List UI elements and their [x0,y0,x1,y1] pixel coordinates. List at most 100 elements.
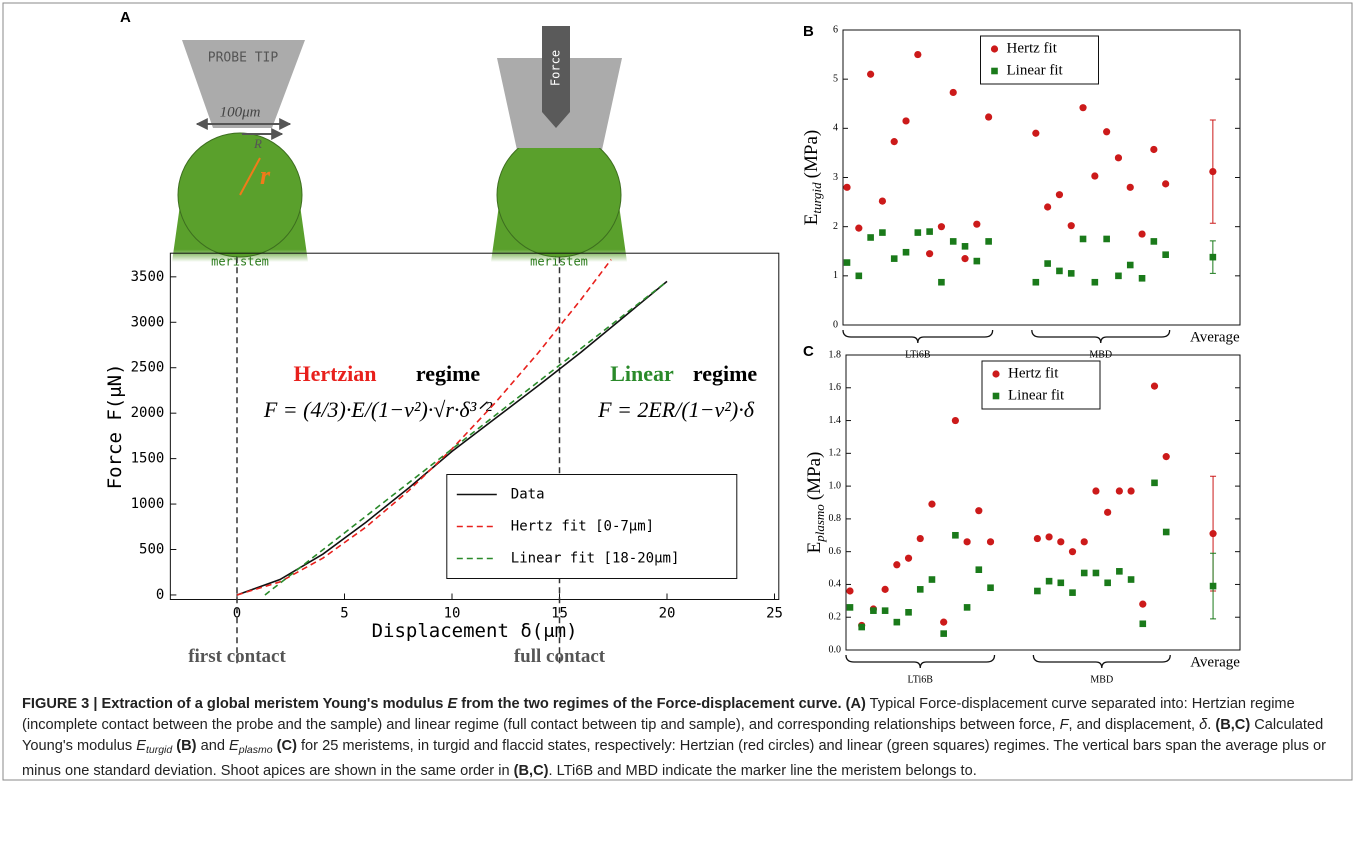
point [1044,203,1052,211]
point [949,88,957,97]
point [916,534,924,543]
average-label: Average [1190,329,1240,345]
point [975,566,983,573]
point [846,604,854,611]
caption: FIGURE 3 | Extraction of a global merist… [22,694,1340,782]
point [1151,479,1158,487]
point [1139,620,1147,628]
point [1080,569,1088,577]
point [1162,180,1170,188]
point [973,220,981,228]
legend-label: Hertz fit [1007,40,1058,56]
y-tick-label: 0.8 [829,513,842,524]
legend-label: Linear fit [1007,62,1064,78]
point [1033,534,1041,543]
y-label-sub: turgid [809,182,824,214]
hertz-formula: F = (4/3)·E/(1−ν²)·√r·δ³ᐟ² [263,397,493,422]
y-axis-label: Eplasmo (MPa) [804,452,827,554]
point [867,234,874,241]
point [1056,267,1063,275]
point [938,278,945,286]
point [905,609,912,616]
point [1115,487,1123,495]
point [1091,172,1099,180]
point [1127,487,1135,495]
legend-swatch [992,392,1000,400]
point [1150,238,1158,245]
x-tick-label: 25 [766,606,783,622]
point [928,576,936,583]
caption-text: FIGURE 3 | Extraction of a global merist… [22,696,448,712]
point [879,229,886,236]
caption-text: (A) [845,696,866,712]
y-label-symbol: E [801,214,822,226]
point [1150,145,1158,154]
caption-text: for 25 meristems, in turgid and flaccid … [22,738,1326,779]
caption-text: E [136,738,146,754]
x-tick-label: 5 [340,606,348,622]
y-tick-label: 1.4 [829,415,842,426]
point [1045,577,1053,585]
x-tick-label: 0 [233,606,241,622]
caption-text: Calculated Young's modulus [22,717,1324,754]
point [881,607,889,614]
y-tick-label: 2 [833,221,838,232]
y-tick-label: 0 [833,319,838,330]
regime-label: regime [693,361,758,386]
y-tick-label: 3 [833,172,838,183]
y-tick-label: 1500 [131,451,165,467]
point [1103,128,1111,136]
average-point [1209,582,1217,590]
average-point [1209,253,1217,261]
point [881,585,889,593]
point [1055,191,1064,199]
point [951,416,959,425]
point [843,259,851,266]
figure-frame [2,2,1353,781]
caption-text: (B) [176,738,197,754]
y-tick-label: 1000 [131,496,165,512]
point [1032,129,1040,137]
point [1116,568,1123,575]
point [1103,235,1110,243]
point [1162,251,1169,258]
point [1104,508,1112,516]
force-arrow [542,26,570,128]
point [961,243,969,250]
y-tick-label: 6 [833,24,838,35]
regime-label: regime [416,361,481,386]
panel-label: C [803,343,814,360]
point [914,229,922,236]
y-label-unit: (MPa) [801,130,822,179]
point [1092,487,1100,495]
average-label: Average [1190,654,1240,670]
point [1091,278,1099,286]
caption-text: . LTi6B and MBD indicate the marker line… [548,763,977,779]
group-label: MBD [1090,674,1113,685]
point [1162,528,1170,536]
point [1114,154,1123,162]
y-tick-label: 0.2 [829,612,842,623]
point [1067,270,1075,277]
meristem-dome [496,148,622,258]
caption-text: . [1207,717,1216,733]
y-tick-label: 1.2 [829,448,842,459]
caption-text: turgid [145,744,173,756]
average-point [1209,530,1217,538]
point [1079,235,1087,243]
y-tick-label: 1.8 [829,349,842,360]
point [893,561,901,569]
point [986,538,995,546]
probe-label: PROBE TIP [208,51,279,66]
point [963,538,971,546]
linear-title: Linear [610,361,674,386]
legend-swatch [990,45,999,53]
point [1150,382,1159,390]
y-label-symbol: E [804,542,825,554]
y-tick-label: 2000 [131,405,165,421]
point [1069,589,1076,596]
point [1068,548,1077,556]
point [1044,260,1051,267]
point [855,224,863,232]
point [1138,274,1146,282]
